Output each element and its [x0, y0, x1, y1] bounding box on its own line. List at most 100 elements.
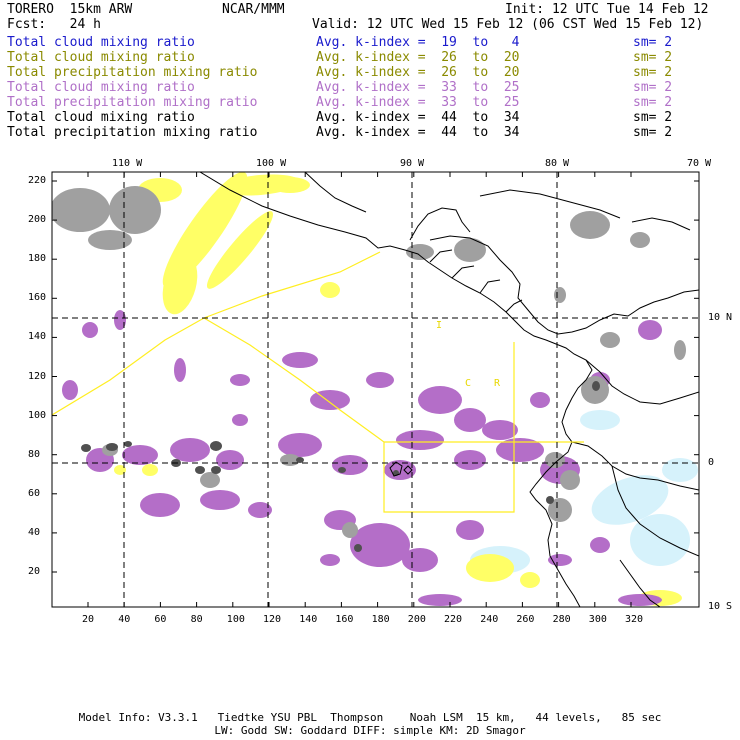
cloud-patch — [548, 554, 572, 566]
longitude-label: 100 W — [256, 158, 287, 169]
legend-field-name: Total cloud mixing ratio — [7, 50, 195, 65]
legend-field-name: Total cloud mixing ratio — [7, 80, 195, 95]
legend-row: Total precipitation mixing ratio Avg. k-i… — [7, 126, 727, 140]
cloud-patch — [548, 498, 572, 522]
longitude-label: 70 W — [687, 158, 712, 169]
legend-kindex: Avg. k-index = 26 to 20 — [316, 50, 520, 65]
cloud-patch — [402, 548, 438, 572]
cloud-patch — [320, 554, 340, 566]
dark-cloud-cores — [81, 381, 600, 552]
legend-row: Total cloud mixing ratio Avg. k-index = 4… — [7, 111, 727, 125]
legend-row: Total precipitation mixing ratio Avg. k-i… — [7, 66, 727, 80]
cloud-patch — [270, 177, 310, 193]
x-tick-label: 100 — [226, 614, 245, 625]
gulf-coast — [304, 172, 367, 213]
cloud-patch — [106, 443, 118, 451]
legend-smoothing: sm= 2 — [633, 35, 673, 50]
legend-smoothing: sm= 2 — [633, 110, 673, 125]
x-tick-label: 240 — [480, 614, 499, 625]
cloud-patch — [124, 441, 132, 447]
cloud-patch — [332, 455, 368, 475]
ecuador-border — [571, 441, 699, 491]
y-tick-label: 100 — [28, 409, 47, 421]
peru-bolivia-border — [619, 559, 661, 607]
map-frame — [51, 171, 700, 608]
cloud-patch — [170, 438, 210, 462]
x-tick-label: 300 — [588, 614, 607, 625]
cloud-patch — [342, 522, 358, 538]
yucatan — [409, 207, 471, 241]
y-tick-label: 180 — [28, 253, 47, 265]
x-tick-label: 160 — [335, 614, 354, 625]
region-label: I — [436, 320, 443, 331]
cloud-patch — [278, 433, 322, 457]
cloud-patch — [282, 352, 318, 368]
x-tick-label: 80 — [190, 614, 203, 625]
latitude-label: 0 — [708, 457, 715, 468]
legend-kindex: Avg. k-index = 44 to 34 — [316, 125, 520, 140]
x-tick-label: 20 — [82, 614, 95, 625]
forecast-map — [51, 171, 700, 608]
cloud-patch — [454, 408, 486, 432]
y-tick-label: 40 — [28, 526, 41, 538]
region-label: C — [465, 378, 472, 389]
cloud-patch — [545, 452, 565, 468]
x-tick-label: 200 — [407, 614, 426, 625]
cloud-patch — [418, 386, 462, 414]
legend-kindex: Avg. k-index = 44 to 34 — [316, 110, 520, 125]
legend-smoothing: sm= 2 — [633, 125, 673, 140]
x-tick-label: 120 — [263, 614, 282, 625]
cuba — [479, 189, 621, 219]
lat-lon-grid — [52, 172, 699, 607]
cloud-patch — [600, 332, 620, 348]
coastlines — [199, 172, 699, 607]
y-tick-label: 120 — [28, 370, 47, 382]
cloud-patch — [592, 381, 600, 391]
cloud-patch — [109, 186, 161, 234]
y-tick-label: 80 — [28, 448, 41, 460]
cloud-patch — [350, 523, 410, 567]
cloud-patch — [530, 392, 550, 408]
cloud-patch — [630, 232, 650, 248]
cloud-patch — [554, 287, 566, 303]
x-tick-label: 320 — [625, 614, 644, 625]
cloud-patch — [456, 520, 484, 540]
cloud-patch — [140, 493, 180, 517]
cloud-patch — [320, 282, 340, 298]
x-tick-label: 280 — [552, 614, 571, 625]
gray-cloud-shading — [52, 186, 686, 538]
longitude-label: 110 W — [112, 158, 143, 169]
y-tick-label: 220 — [28, 175, 47, 186]
cloud-patch — [590, 537, 610, 553]
legend-row: Total precipitation mixing ratio Avg. k-i… — [7, 96, 727, 110]
legend-smoothing: sm= 2 — [633, 95, 673, 110]
cloud-patch — [662, 458, 698, 482]
cloud-patch — [466, 554, 514, 582]
legend-field-name: Total precipitation mixing ratio — [7, 125, 258, 140]
legend-kindex: Avg. k-index = 26 to 20 — [316, 65, 520, 80]
cloud-patch — [114, 310, 126, 330]
legend-field-name: Total precipitation mixing ratio — [7, 65, 258, 80]
cloud-patch — [366, 372, 394, 388]
cloud-patch — [122, 445, 158, 465]
x-tick-label: 60 — [154, 614, 167, 625]
legend-kindex: Avg. k-index = 33 to 25 — [316, 80, 520, 95]
cloud-patch — [230, 374, 250, 386]
cloud-patch — [216, 450, 244, 470]
cloud-patch — [142, 464, 158, 476]
hispaniola — [631, 217, 691, 231]
cloud-patch — [638, 320, 662, 340]
cloud-patch — [211, 466, 221, 474]
latitude-label: 10 S — [708, 601, 733, 612]
legend-smoothing: sm= 2 — [633, 80, 673, 95]
legend-field-name: Total cloud mixing ratio — [7, 110, 195, 125]
model-info-line1: Model Info: V3.3.1 Tiedtke YSU PBL Thomp… — [78, 711, 662, 724]
cloud-patch — [591, 475, 669, 525]
y-tick-label: 20 — [28, 566, 41, 577]
colombia-border — [585, 359, 699, 405]
cloud-patch — [560, 470, 580, 490]
cloud-patch — [338, 467, 346, 473]
cloud-patch — [200, 490, 240, 510]
longitude-label: 90 W — [400, 158, 425, 169]
cloud-patch — [162, 255, 198, 315]
